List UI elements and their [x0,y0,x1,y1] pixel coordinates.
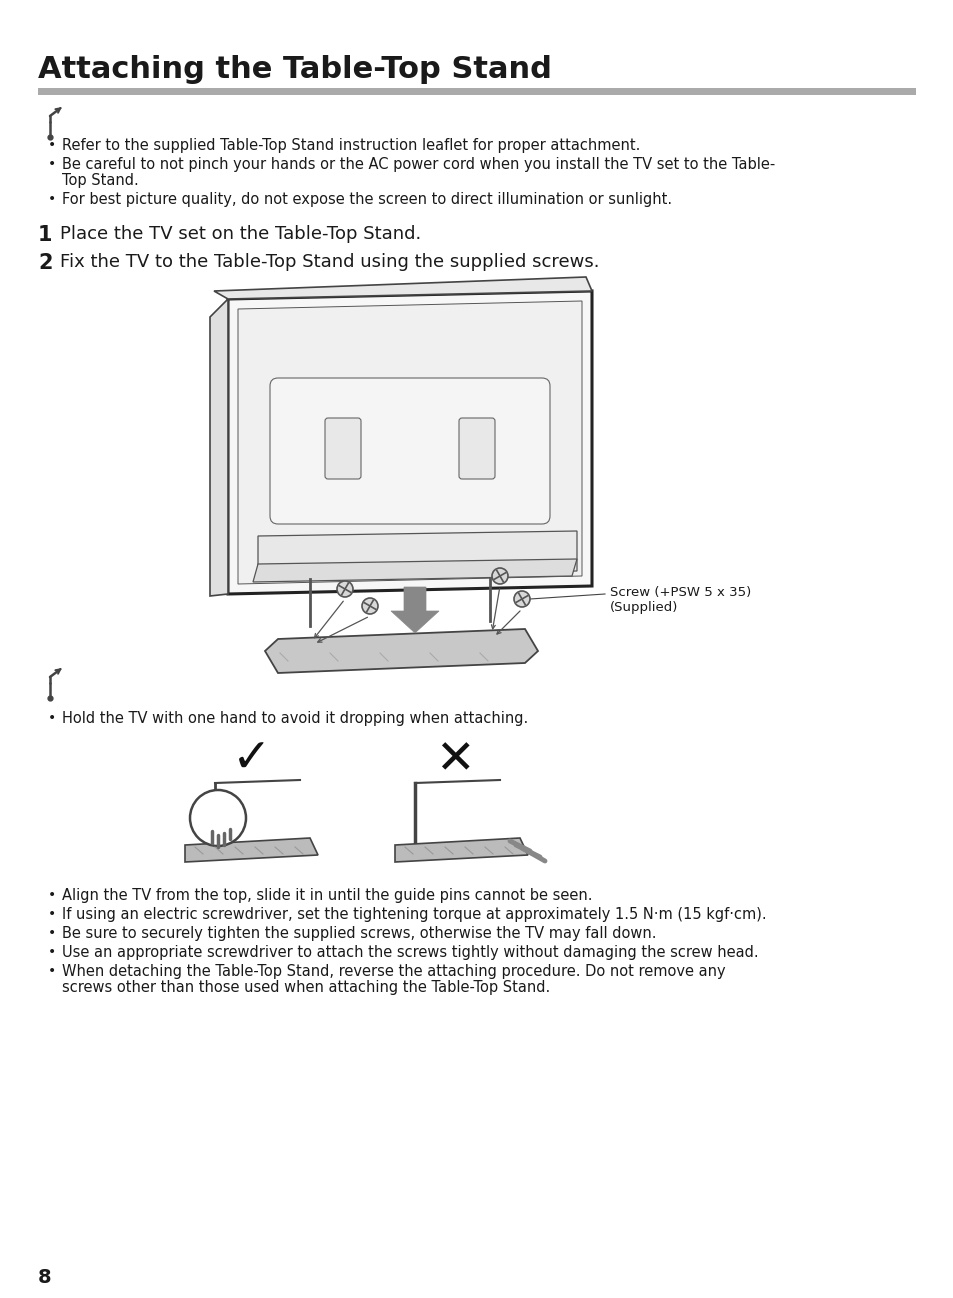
Circle shape [361,598,377,614]
Text: •: • [48,888,56,902]
Polygon shape [237,301,581,584]
Text: Use an appropriate screwdriver to attach the screws tightly without damaging the: Use an appropriate screwdriver to attach… [62,945,758,961]
Text: screws other than those used when attaching the Table-Top Stand.: screws other than those used when attach… [62,980,550,996]
Circle shape [514,591,530,607]
Text: 2: 2 [38,253,52,273]
Text: •: • [48,711,56,726]
Polygon shape [253,559,577,582]
Text: 1: 1 [38,225,52,245]
Text: •: • [48,192,56,206]
Text: Align the TV from the top, slide it in until the guide pins cannot be seen.: Align the TV from the top, slide it in u… [62,888,592,903]
Polygon shape [395,839,527,862]
Text: (Supplied): (Supplied) [609,601,678,614]
Text: ✓: ✓ [232,739,272,783]
Text: Be careful to not pinch your hands or the AC power cord when you install the TV : Be careful to not pinch your hands or th… [62,157,775,173]
Text: Attaching the Table-Top Stand: Attaching the Table-Top Stand [38,55,551,84]
Polygon shape [257,531,577,576]
Polygon shape [210,299,228,596]
Bar [38,88,915,95]
Circle shape [336,582,353,597]
Text: If using an electric screwdriver, set the tightening torque at approximately 1.5: If using an electric screwdriver, set th… [62,907,766,922]
Circle shape [190,790,246,846]
Text: •: • [48,964,56,977]
Text: •: • [48,945,56,959]
Text: For best picture quality, do not expose the screen to direct illumination or sun: For best picture quality, do not expose … [62,192,672,206]
Polygon shape [185,839,317,862]
Text: Fix the TV to the Table-Top Stand using the supplied screws.: Fix the TV to the Table-Top Stand using … [60,253,598,271]
Polygon shape [213,276,592,299]
Text: Screw (+PSW 5 x 35): Screw (+PSW 5 x 35) [609,585,750,598]
Text: Refer to the supplied Table-Top Stand instruction leaflet for proper attachment.: Refer to the supplied Table-Top Stand in… [62,138,639,153]
Circle shape [492,569,507,584]
Text: Top Stand.: Top Stand. [62,173,138,188]
Text: Hold the TV with one hand to avoid it dropping when attaching.: Hold the TV with one hand to avoid it dr… [62,711,528,726]
Polygon shape [391,587,438,633]
FancyBboxPatch shape [270,378,550,524]
FancyBboxPatch shape [325,418,360,479]
Text: 8: 8 [38,1268,51,1288]
Text: •: • [48,138,56,152]
Text: ✕: ✕ [435,739,475,783]
Text: Be sure to securely tighten the supplied screws, otherwise the TV may fall down.: Be sure to securely tighten the supplied… [62,925,656,941]
Text: •: • [48,907,56,922]
Text: •: • [48,925,56,940]
Text: When detaching the Table-Top Stand, reverse the attaching procedure. Do not remo: When detaching the Table-Top Stand, reve… [62,964,725,979]
Polygon shape [228,291,592,594]
Text: •: • [48,157,56,171]
Text: Place the TV set on the Table-Top Stand.: Place the TV set on the Table-Top Stand. [60,225,421,243]
Polygon shape [265,630,537,672]
FancyBboxPatch shape [458,418,495,479]
